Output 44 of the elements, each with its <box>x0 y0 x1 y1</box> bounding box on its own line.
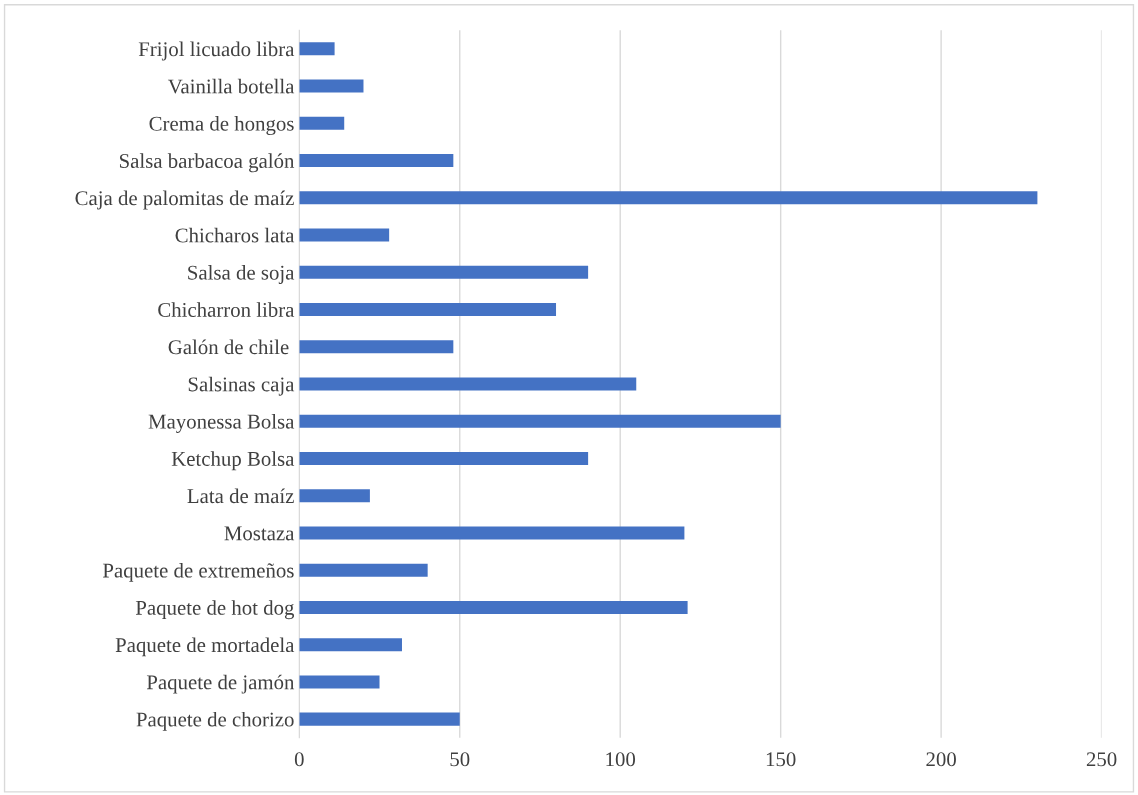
y-tick-label: Vainilla botella <box>167 78 295 94</box>
y-tick-label: Chicharron libra <box>158 302 295 317</box>
y-tick-label: Ketchup Bolsa <box>171 451 295 471</box>
y-tick-label: Paquete de mortadela <box>115 637 295 657</box>
y-tick-label: Frijol licuado libra <box>138 41 295 61</box>
bar <box>299 191 1038 205</box>
y-tick-label: Lata de maíz <box>187 488 294 504</box>
x-tick-label: 0 <box>294 752 304 767</box>
y-tick-label: Chicharos lata <box>175 227 295 243</box>
bar <box>299 302 557 317</box>
y-tick-label: Galón de chile <box>168 339 289 355</box>
x-tick-label: 50 <box>450 752 470 767</box>
bar <box>299 116 345 130</box>
bar <box>299 79 364 93</box>
bar <box>299 377 637 391</box>
bar <box>299 228 390 242</box>
bar <box>299 638 402 652</box>
y-tick-label: Salsinas caja <box>188 376 295 396</box>
bar <box>299 675 380 689</box>
bar <box>299 489 370 503</box>
y-tick-label: Paquete de jamón <box>146 674 295 694</box>
y-tick-label: Mayonessa Bolsa <box>148 414 295 433</box>
bar <box>299 451 589 465</box>
y-tick-label: Paquete de extremeños <box>102 562 294 582</box>
bar <box>299 600 688 614</box>
x-tick-label: 250 <box>1086 752 1117 767</box>
bar <box>299 154 454 168</box>
bar <box>299 414 781 428</box>
y-tick-label: Salsa barbacoa galón <box>119 153 295 173</box>
bar <box>299 42 335 56</box>
bar <box>299 340 454 354</box>
y-tick-label: Caja de palomitas de maíz <box>75 190 294 210</box>
bar <box>299 563 428 577</box>
bar <box>299 265 589 279</box>
bar <box>299 712 460 726</box>
y-tick-label: Mostaza <box>224 526 295 541</box>
bar <box>299 526 685 540</box>
x-tick-label: 100 <box>606 752 636 767</box>
y-tick-label: Paquete de chorizo <box>136 711 294 731</box>
x-tick-label: 150 <box>766 752 796 767</box>
x-tick-label: 200 <box>926 752 956 767</box>
y-tick-label: Salsa de soja <box>188 265 295 284</box>
y-tick-label: Paquete de hot dog <box>135 600 295 620</box>
y-tick-label: Crema de hongos <box>149 116 294 136</box>
